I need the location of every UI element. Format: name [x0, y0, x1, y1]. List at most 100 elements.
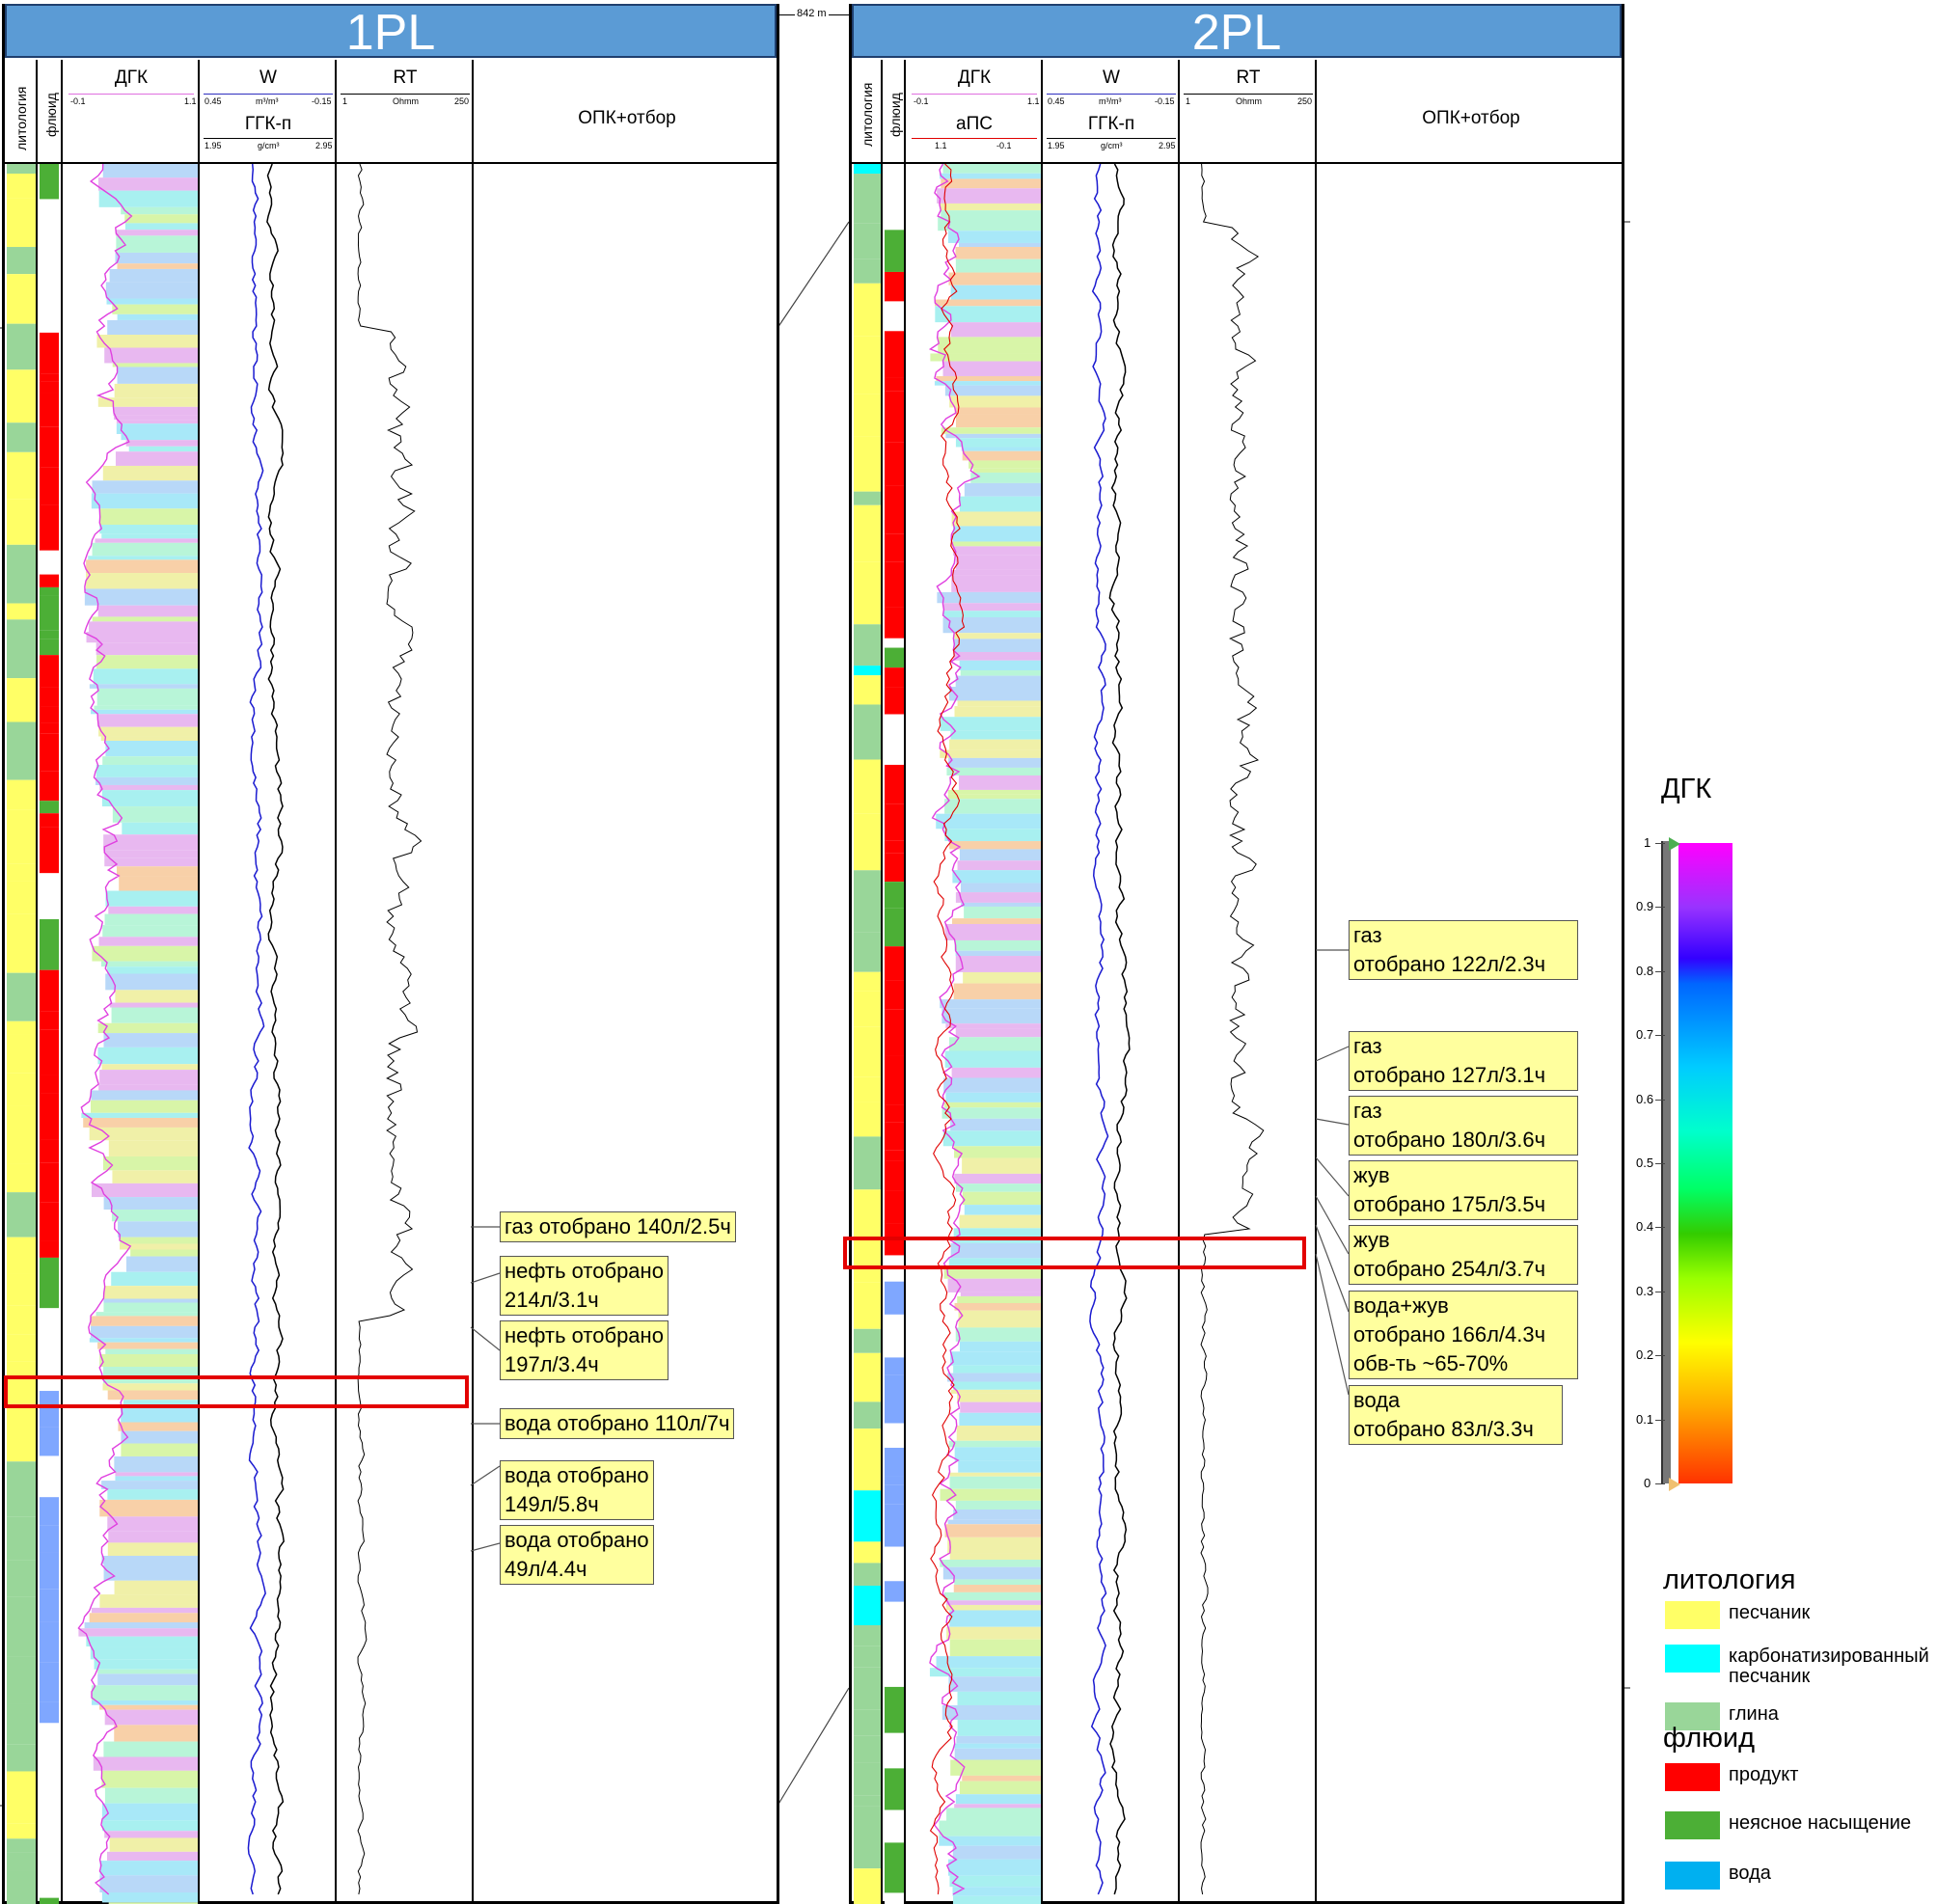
dgk-fill	[940, 1488, 1041, 1501]
dgk-fill	[104, 347, 198, 364]
log-tracks-2	[854, 164, 1265, 1904]
dgk-fill	[942, 361, 1041, 376]
dgk-fill	[117, 367, 198, 384]
fluid-interval	[885, 1484, 904, 1505]
fluid-interval	[885, 301, 904, 332]
dgk-fill	[964, 1205, 1041, 1215]
colorbar-bottom-marker	[1669, 1478, 1680, 1491]
dgk-fill	[86, 1636, 198, 1647]
fluid-interval	[885, 882, 904, 909]
dgk-fill	[103, 1033, 198, 1047]
dgk-fill	[86, 631, 198, 643]
fluid-interval	[40, 393, 59, 427]
ggk-track-name: ГГК-п	[1087, 114, 1135, 134]
dgk-fill	[953, 546, 1041, 556]
dgk-fill	[81, 1112, 198, 1118]
dgk-fill	[91, 1685, 198, 1700]
fluid-interval	[885, 1374, 904, 1424]
dgk-fill	[101, 1820, 198, 1832]
dgk-scale-line	[912, 94, 1037, 95]
fluid-interval	[40, 1139, 59, 1163]
dgk-fill	[101, 961, 198, 967]
legend-swatch	[1665, 1601, 1720, 1629]
fluid-column	[883, 60, 906, 1901]
fluid-interval	[40, 919, 59, 970]
fluid-interval	[885, 180, 904, 231]
rt-track-name: RT	[1236, 68, 1261, 88]
dgk-min: -0.1	[914, 96, 929, 106]
dgk-fill	[112, 806, 198, 823]
dgk-fill	[949, 395, 1041, 408]
w-column	[1043, 60, 1180, 1901]
dgk-fill	[99, 1704, 198, 1710]
lith-interval	[854, 436, 881, 492]
dgk-fill	[119, 876, 198, 891]
dgk-fill	[939, 1820, 1041, 1836]
opk-track-name: ОПК+отбор	[1422, 108, 1520, 128]
fluid-interval	[40, 199, 59, 228]
dgk-fill	[952, 918, 1041, 924]
dgk-fill	[941, 178, 1041, 189]
legend-label: глина	[1729, 1703, 1779, 1725]
dgk-fill	[935, 299, 1041, 307]
dgk-fill	[115, 230, 198, 236]
dgk-fill	[955, 555, 1041, 570]
dgk-fill	[103, 1298, 198, 1303]
dgk-fill	[943, 1077, 1041, 1093]
dgk-fill	[118, 1221, 198, 1238]
lith-interval	[7, 1073, 36, 1106]
dgk-fill	[942, 1566, 1041, 1580]
fluid-interval	[885, 607, 904, 639]
aps-curve	[929, 164, 966, 1895]
colorbar-tick-label: 0.4	[1636, 1219, 1654, 1235]
fluid-interval	[885, 1122, 904, 1151]
annotation-line: газ	[1353, 1034, 1382, 1058]
annotation-line: нефть отобрано	[505, 1259, 664, 1283]
dgk-fill	[943, 1265, 1041, 1279]
dgk-fill	[95, 764, 198, 777]
colorbar-tick-label: 0.9	[1636, 899, 1654, 914]
dgk-fill	[954, 1302, 1041, 1311]
fluid-interval	[40, 1240, 59, 1258]
dgk-fill	[955, 956, 1041, 972]
fluid-interval	[885, 638, 904, 648]
dgk-column	[63, 60, 200, 1901]
dgk-fill	[126, 1256, 198, 1272]
dgk-fill	[91, 493, 198, 509]
dgk-fill	[940, 1560, 1041, 1567]
dgk-fill	[115, 252, 198, 264]
lith-interval	[854, 258, 881, 284]
highlight-interval-2pl	[843, 1237, 1306, 1269]
lith-interval	[7, 1656, 36, 1704]
fluid-interval	[40, 1739, 59, 1760]
annotation-2pl-2: газ отобрано 127л/3.1ч	[1349, 1031, 1578, 1091]
ggk-track-name: ГГК-п	[244, 114, 292, 134]
dgk-fill	[944, 385, 1041, 396]
dgk-fill	[949, 1875, 1041, 1888]
dgk-fill	[105, 1348, 198, 1355]
dgk-fill	[102, 925, 198, 938]
dgk-fill	[960, 1292, 1041, 1296]
dgk-fill	[121, 1407, 198, 1423]
dgk-fill	[954, 407, 1041, 415]
dgk-fill	[935, 306, 1041, 323]
dgk-fill	[940, 203, 1041, 211]
annotation-line: отобрано 127л/3.1ч	[1353, 1063, 1546, 1087]
dgk-fill	[91, 1316, 198, 1326]
lith-interval	[854, 491, 881, 505]
dgk-fill	[115, 1476, 198, 1482]
annotation-2pl-4: жув отобрано 175л/3.5ч	[1349, 1160, 1578, 1220]
dgk-fill	[936, 1656, 1041, 1669]
dgk-fill	[953, 1895, 1041, 1904]
dgk-fill	[107, 1390, 198, 1401]
fluid-interval	[885, 908, 904, 947]
dgk-fill	[939, 1836, 1041, 1846]
lith-interval	[854, 991, 881, 1027]
dgk-fill	[101, 790, 198, 807]
annotation-2pl-5: жув отобрано 254л/3.7ч	[1349, 1225, 1578, 1285]
dgk-fill	[950, 1118, 1041, 1131]
dgk-fill	[105, 740, 198, 757]
dgk-fill	[942, 164, 1041, 174]
dgk-fill	[99, 1594, 198, 1608]
annotation-line: газ	[1353, 923, 1382, 947]
